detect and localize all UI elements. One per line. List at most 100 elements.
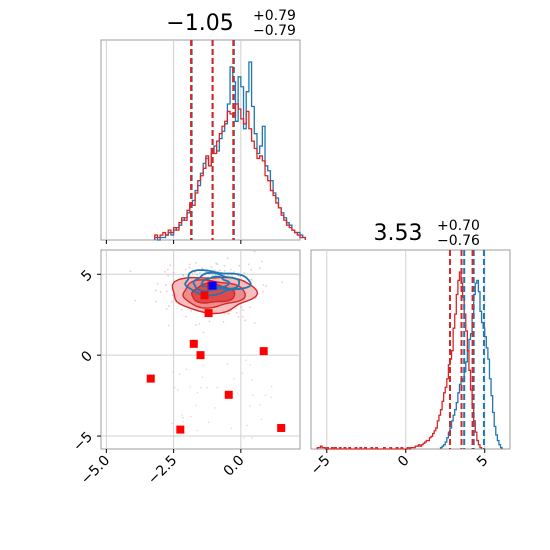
sample-point	[261, 260, 263, 263]
sample-point	[202, 364, 205, 367]
sample-point	[182, 273, 184, 276]
histogram-red	[316, 271, 483, 450]
sample-point	[196, 274, 199, 276]
sample-point	[188, 263, 191, 266]
marginal-x1-quantile-lines	[190, 40, 235, 240]
sample-point	[232, 271, 235, 273]
sample-point	[214, 407, 216, 409]
sample-point	[215, 262, 218, 265]
x-tick-label: −5.0	[78, 453, 113, 488]
sample-point	[228, 312, 231, 315]
sample-point	[223, 265, 226, 267]
sample-point	[218, 269, 221, 272]
sample-point	[180, 308, 183, 311]
sample-point	[210, 266, 213, 268]
sample-point	[233, 377, 235, 380]
sample-point	[171, 294, 174, 296]
sample-point	[188, 266, 191, 269]
sample-point	[242, 309, 244, 311]
sample-point	[167, 274, 169, 277]
sample-point	[270, 396, 272, 399]
sample-point	[226, 312, 229, 315]
sample-point	[250, 268, 253, 271]
sample-point	[251, 437, 253, 439]
sample-point	[207, 421, 210, 424]
sample-point	[235, 311, 238, 314]
sample-point	[206, 386, 208, 389]
sample-point	[223, 312, 226, 315]
sample-point	[196, 391, 199, 394]
sample-point	[238, 264, 241, 267]
sample-point	[195, 404, 197, 407]
sample-point	[202, 331, 205, 334]
joint-y-ticks: −5 0 5	[70, 267, 101, 455]
sample-point	[169, 264, 172, 267]
marginal-x2-quantile-lines	[448, 250, 485, 449]
y-tick-label: 0	[78, 348, 96, 366]
marginal-x1-title: −1.05	[166, 11, 233, 36]
contour-blue-2	[200, 275, 231, 288]
y-tick-label: −5	[70, 429, 96, 455]
sample-point	[226, 362, 229, 365]
red-square-marker	[200, 291, 209, 300]
sample-point	[208, 320, 211, 323]
blue-square-marker	[208, 281, 217, 290]
sample-point	[246, 424, 248, 427]
sample-point	[156, 282, 159, 285]
x-tick-label: 0.0	[221, 453, 248, 480]
sample-point	[243, 437, 245, 439]
marginal-x2-frame	[310, 249, 511, 450]
sample-point	[165, 308, 168, 311]
sample-point	[251, 378, 254, 381]
red-square-marker	[224, 390, 233, 399]
sample-point	[185, 368, 188, 371]
sample-point	[172, 371, 175, 373]
sample-point	[190, 310, 193, 312]
sample-point	[249, 405, 251, 407]
sample-point	[281, 281, 284, 284]
sample-point	[239, 275, 242, 278]
joint-contours	[171, 269, 259, 315]
sample-point	[228, 310, 231, 313]
sample-point	[262, 284, 265, 287]
sample-point	[237, 316, 240, 318]
sample-point	[245, 359, 247, 362]
sample-point	[189, 386, 192, 388]
marginal-x2-histograms	[316, 271, 503, 450]
sample-point	[191, 272, 194, 275]
sample-point	[258, 267, 261, 270]
sample-point	[247, 263, 250, 266]
marginal-x1-grid	[105, 40, 242, 240]
sample-point	[243, 271, 246, 274]
sample-point	[173, 386, 176, 389]
sample-point	[200, 386, 203, 389]
sample-point	[244, 319, 247, 322]
sample-point	[195, 323, 198, 326]
x-tick-label: −2.5	[145, 453, 180, 488]
sample-point	[165, 284, 167, 286]
sample-point	[155, 300, 157, 303]
sample-point	[185, 315, 187, 318]
x-tick-label: 5	[474, 453, 492, 471]
sample-point	[235, 307, 237, 310]
red-square-marker	[196, 351, 205, 360]
red-square-marker	[146, 374, 155, 383]
sample-point	[168, 305, 170, 307]
sample-point	[264, 394, 267, 397]
sample-point	[223, 269, 226, 272]
marginal-x1-title-minus: −0.79	[253, 23, 296, 39]
sample-point	[253, 321, 256, 324]
sample-point	[222, 320, 225, 323]
sample-point	[214, 269, 217, 272]
sample-point	[251, 394, 254, 396]
sample-point	[214, 273, 217, 276]
sample-point	[164, 270, 166, 273]
sample-point	[176, 389, 179, 391]
sample-point	[196, 429, 199, 432]
red-square-marker	[277, 423, 286, 432]
sample-point	[262, 290, 264, 293]
contour-blue-0	[184, 269, 252, 297]
sample-point	[230, 427, 233, 430]
marginal-x2-title: 3.53	[374, 221, 423, 246]
